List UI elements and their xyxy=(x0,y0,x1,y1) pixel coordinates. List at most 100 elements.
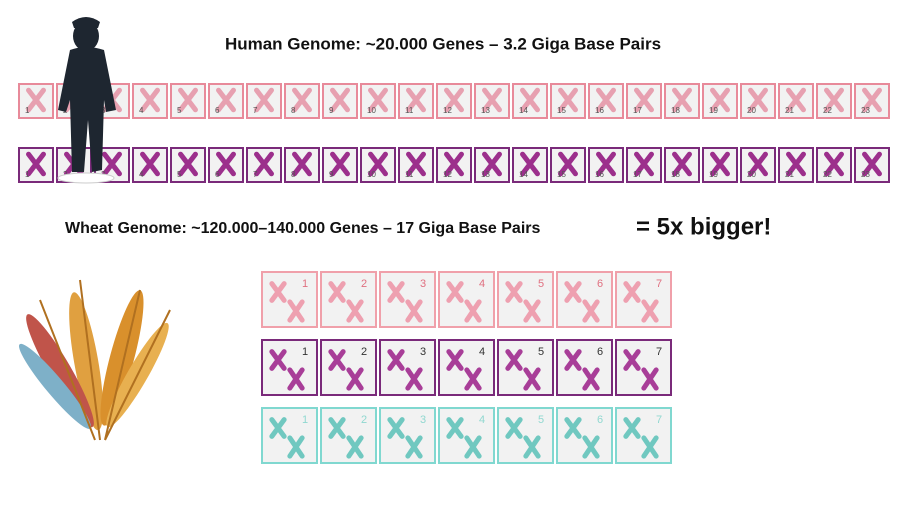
chromosome-box: 13 xyxy=(474,147,510,183)
chromosome xyxy=(523,367,541,391)
chromosome xyxy=(346,435,364,459)
chromosome xyxy=(328,417,346,439)
chromosome-number: 18 xyxy=(671,106,680,115)
chromosome xyxy=(405,299,423,323)
chromosome xyxy=(464,299,482,323)
chromosome-number: 5 xyxy=(538,346,544,358)
chromosome xyxy=(786,87,806,113)
chromosome-number: 7 xyxy=(253,106,258,115)
chromosome-number: 9 xyxy=(329,106,334,115)
chromosome xyxy=(444,87,464,113)
chromosome xyxy=(330,151,350,177)
box xyxy=(398,147,434,183)
chromosome-box: 7 xyxy=(246,83,282,119)
chromosome-number: 4 xyxy=(139,106,144,115)
chromosome-number: 6 xyxy=(597,346,603,358)
chromosome-number: 4 xyxy=(139,170,144,179)
chromosome-number: 3 xyxy=(420,414,426,426)
chromosome-number: 2 xyxy=(361,346,367,358)
chromosome-box: 17 xyxy=(626,83,662,119)
chromosome-number: 20 xyxy=(747,106,756,115)
chromosome xyxy=(387,349,405,371)
chromosome-box: 23 xyxy=(854,147,890,183)
chromosome xyxy=(623,349,641,371)
chromosome-number: 5 xyxy=(538,414,544,426)
chromosome xyxy=(482,87,502,113)
chromosome xyxy=(287,299,305,323)
chromosome-box: 8 xyxy=(284,83,320,119)
chromosome-box: 20 xyxy=(740,147,776,183)
chromosome xyxy=(387,417,405,439)
chromosome xyxy=(346,367,364,391)
chromosome-number: 15 xyxy=(557,170,566,179)
chromosome-box: 7 xyxy=(615,407,672,464)
chromosome-number: 17 xyxy=(633,170,642,179)
chromosome-number: 6 xyxy=(215,106,220,115)
chromosome xyxy=(464,435,482,459)
chromosome xyxy=(672,87,692,113)
chromosome-box: 2 xyxy=(320,271,377,328)
chromosome-number: 17 xyxy=(633,106,642,115)
chromosome xyxy=(405,435,423,459)
chromosome xyxy=(287,367,305,391)
box xyxy=(778,83,814,119)
chromosome-box: 6 xyxy=(208,147,244,183)
chromosome-box: 1 xyxy=(261,271,318,328)
chromosome xyxy=(505,281,523,303)
box xyxy=(284,147,320,183)
chromosome xyxy=(464,367,482,391)
chromosome-number: 7 xyxy=(656,414,662,426)
chromosome-number: 1 xyxy=(302,414,308,426)
chromosome xyxy=(558,151,578,177)
chromosome-number: 11 xyxy=(405,106,414,115)
chromosome xyxy=(786,151,806,177)
chromosome-number: 16 xyxy=(595,106,604,115)
chromosome-number: 6 xyxy=(597,414,603,426)
chromosome xyxy=(482,151,502,177)
chromosome xyxy=(406,151,426,177)
chromosome-box: 1 xyxy=(18,83,54,119)
chromosome xyxy=(269,417,287,439)
chromosome-box: 11 xyxy=(398,147,434,183)
chromosome xyxy=(582,367,600,391)
chromosome xyxy=(520,151,540,177)
chromosome-box: 4 xyxy=(438,339,495,396)
chromosome-number: 15 xyxy=(557,106,566,115)
chromosome xyxy=(824,151,844,177)
chromosome-number: 23 xyxy=(861,170,870,179)
chromosome-box: 18 xyxy=(664,83,700,119)
chromosome-box: 21 xyxy=(778,83,814,119)
chromosome-box: 7 xyxy=(615,271,672,328)
chromosome-number: 5 xyxy=(538,278,544,290)
chromosome xyxy=(368,151,388,177)
chromosome-box: 11 xyxy=(398,83,434,119)
chromosome-number: 3 xyxy=(420,278,426,290)
box xyxy=(664,83,700,119)
chromosome xyxy=(641,299,659,323)
chromosome-box: 18 xyxy=(664,147,700,183)
chromosome-number: 14 xyxy=(519,170,528,179)
chromosome xyxy=(564,349,582,371)
chromosome-box: 20 xyxy=(740,83,776,119)
chromosome xyxy=(446,349,464,371)
chromosome xyxy=(748,151,768,177)
chromosome xyxy=(328,281,346,303)
chromosome-box: 21 xyxy=(778,147,814,183)
chromosome xyxy=(406,87,426,113)
chromosome-number: 13 xyxy=(481,170,490,179)
chromosome-number: 22 xyxy=(823,170,832,179)
chromosome xyxy=(520,87,540,113)
chromosome xyxy=(623,281,641,303)
chromosome-number: 1 xyxy=(25,170,30,179)
chromosome xyxy=(26,151,46,177)
chromosome-box: 1 xyxy=(18,147,54,183)
chromosome xyxy=(140,87,160,113)
chromosome-number: 23 xyxy=(861,106,870,115)
chromosome-box: 4 xyxy=(438,407,495,464)
chromosome xyxy=(254,87,274,113)
chromosome-number: 16 xyxy=(595,170,604,179)
chromosome-box: 9 xyxy=(322,83,358,119)
chromosome xyxy=(623,417,641,439)
chromosome-number: 6 xyxy=(215,170,220,179)
